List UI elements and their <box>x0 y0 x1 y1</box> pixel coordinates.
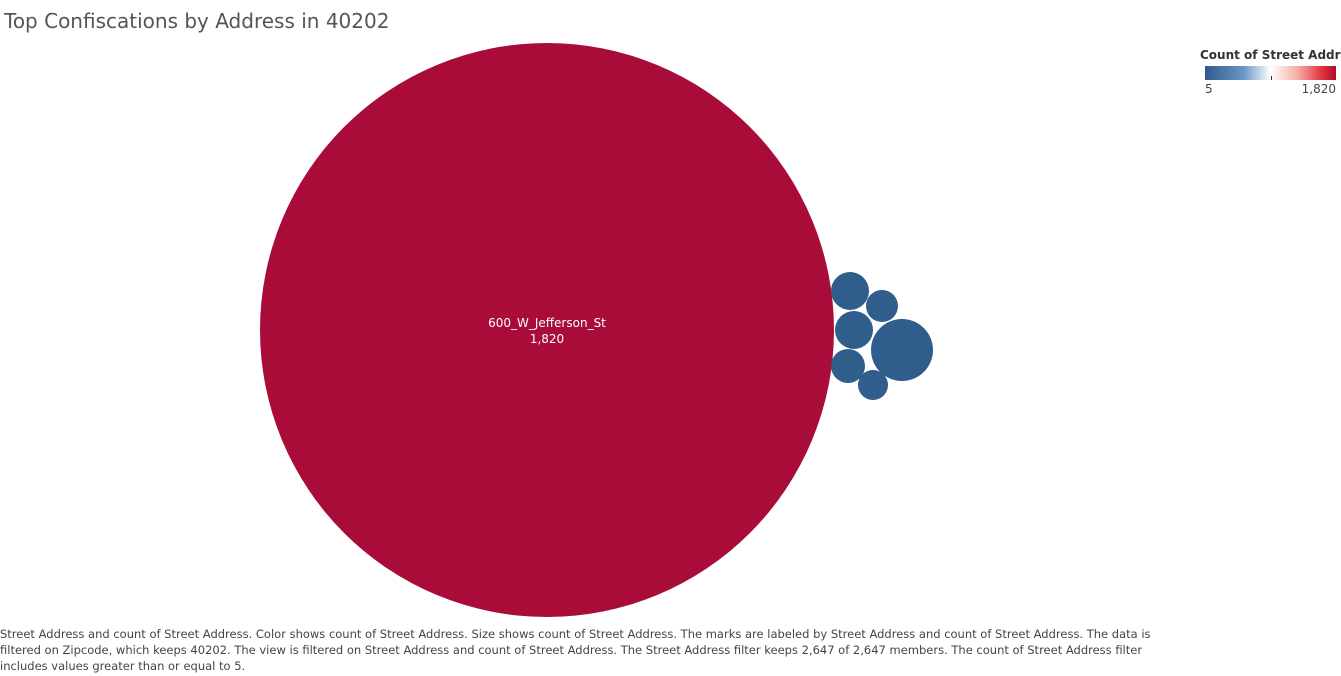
color-legend: Count of Street Address 5 1,820 <box>1200 48 1341 96</box>
bubble-mark[interactable] <box>858 370 888 400</box>
chart-title: Top Confiscations by Address in 40202 <box>4 9 390 33</box>
bubble-mark[interactable] <box>831 272 869 310</box>
bubble-mark[interactable] <box>260 43 834 617</box>
bubble-mark[interactable] <box>871 319 933 381</box>
bubble-label: 600_W_Jefferson_St <box>488 316 606 330</box>
bubble-chart: 600_W_Jefferson_St 1,820 <box>260 43 933 617</box>
bubble-mark[interactable] <box>866 290 898 322</box>
bubble-mark[interactable] <box>831 349 865 383</box>
bubble-mark[interactable] <box>835 311 873 349</box>
legend-midpoint-tick <box>1271 76 1272 80</box>
chart-caption: Street Address and count of Street Addre… <box>0 627 1151 673</box>
legend-gradient-bar[interactable] <box>1205 66 1336 80</box>
legend-min-label: 5 <box>1205 82 1213 96</box>
legend-gradient-wrap <box>1205 66 1336 80</box>
bubble-value-label: 1,820 <box>530 332 564 346</box>
legend-max-label: 1,820 <box>1301 82 1336 96</box>
legend-labels: 5 1,820 <box>1205 80 1336 96</box>
legend-title: Count of Street Address <box>1200 48 1341 62</box>
